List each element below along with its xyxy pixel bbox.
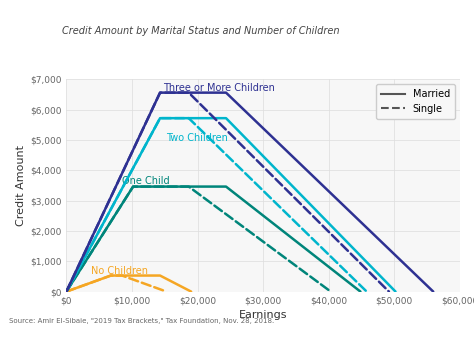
Text: Three or More Children: Three or More Children — [164, 83, 275, 93]
Text: TAX FOUNDATION: TAX FOUNDATION — [7, 342, 111, 351]
Legend: Married, Single: Married, Single — [376, 84, 455, 119]
Y-axis label: Credit Amount: Credit Amount — [16, 145, 26, 226]
Text: One Child: One Child — [122, 176, 170, 186]
X-axis label: Earnings: Earnings — [239, 310, 287, 320]
Text: Two Children: Two Children — [166, 133, 228, 143]
Text: Credit Amount by Marital Status and Number of Children: Credit Amount by Marital Status and Numb… — [62, 26, 339, 36]
Text: Source: Amir El-Sibaie, "2019 Tax Brackets," Tax Foundation, Nov. 28, 2018.: Source: Amir El-Sibaie, "2019 Tax Bracke… — [9, 318, 275, 324]
Text: @TaxFoundation: @TaxFoundation — [387, 342, 467, 351]
Text: No Children: No Children — [91, 266, 148, 276]
